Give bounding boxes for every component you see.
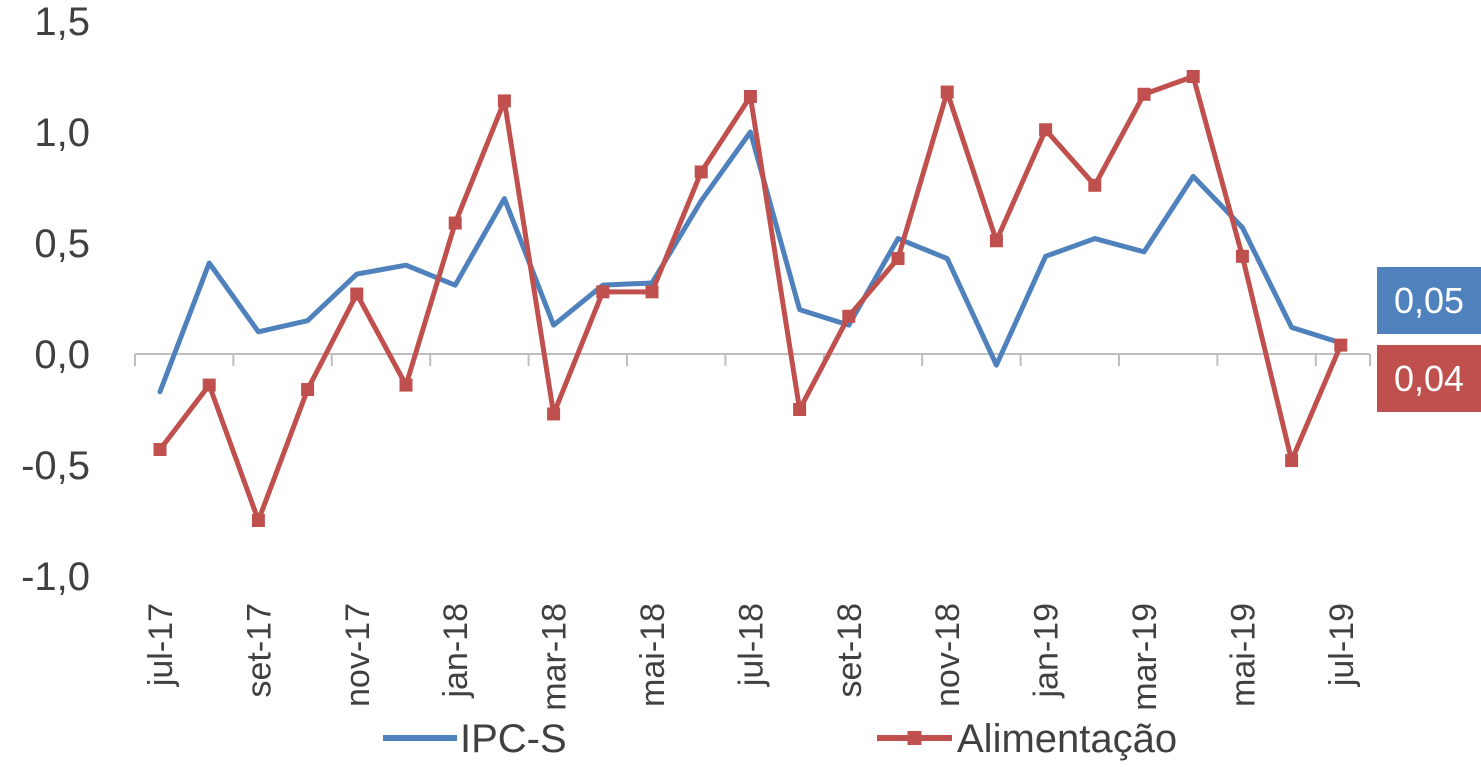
x-axis: jul-17 set-17 nov-17 jan-18 mar-18 mai-18 jul-… — [134, 353, 1371, 711]
y-tick-label: 1,5 — [34, 0, 90, 44]
x-tick-label: set-17 — [240, 603, 278, 698]
data-point — [350, 287, 364, 301]
x-tick-label: jul-18 — [732, 603, 770, 687]
x-tick-label: jul-19 — [1323, 603, 1361, 687]
data-point — [1285, 454, 1299, 468]
y-tick-label: 1,0 — [34, 111, 90, 155]
x-tick-label: jan-19 — [1028, 603, 1066, 699]
data-point — [1334, 338, 1348, 352]
x-tick-label: mar-18 — [536, 603, 574, 711]
data-point — [645, 285, 659, 299]
legend-label: IPC-S — [460, 717, 567, 761]
data-point — [1039, 123, 1053, 137]
data-point — [399, 378, 413, 392]
data-point — [1186, 70, 1200, 83]
x-tick-label: nov-17 — [339, 603, 377, 707]
data-point — [1137, 87, 1151, 101]
end-badge-box — [1377, 267, 1481, 334]
data-point — [301, 383, 315, 397]
x-tick-label: mai-18 — [634, 603, 672, 707]
data-point — [694, 165, 708, 179]
data-point — [891, 252, 905, 266]
data-point — [793, 403, 807, 416]
x-tick-label: mai-19 — [1224, 603, 1262, 707]
data-point — [251, 514, 265, 527]
data-point — [202, 378, 216, 392]
end-badge-label: 0,04 — [1394, 358, 1464, 399]
data-point — [1088, 178, 1102, 192]
legend: IPC-S Alimentação — [383, 717, 1177, 761]
x-tick-label: jan-18 — [437, 603, 475, 699]
data-point — [940, 85, 954, 99]
data-point — [743, 89, 757, 103]
series-line-2 — [157, 74, 1344, 523]
data-point — [842, 309, 856, 323]
y-tick-label: 0,0 — [34, 333, 90, 377]
data-point — [596, 285, 610, 299]
end-badge-box — [1377, 345, 1481, 412]
data-point — [989, 234, 1003, 248]
legend-label: Alimentação — [957, 717, 1177, 761]
end-value-badges: 0,05 0,04 — [1377, 267, 1481, 412]
series-layer — [153, 70, 1348, 527]
legend-marker — [907, 731, 922, 745]
y-axis: -1,0 -0,5 0,0 0,5 1,0 1,5 — [21, 0, 90, 599]
x-tick-label: mar-19 — [1126, 603, 1164, 711]
data-point — [1235, 249, 1249, 263]
x-tick-label: nov-18 — [929, 603, 967, 707]
y-tick-label: -1,0 — [21, 555, 90, 599]
y-tick-label: -0,5 — [21, 444, 90, 488]
data-point — [497, 94, 511, 108]
series-line-1 — [157, 129, 1344, 395]
data-point — [448, 216, 462, 230]
x-tick-label: jul-17 — [142, 603, 180, 687]
data-point — [547, 407, 561, 421]
y-tick-label: 0,5 — [34, 222, 90, 266]
data-point — [153, 442, 167, 456]
end-badge-label: 0,05 — [1394, 280, 1464, 321]
x-tick-label: set-18 — [831, 603, 869, 698]
